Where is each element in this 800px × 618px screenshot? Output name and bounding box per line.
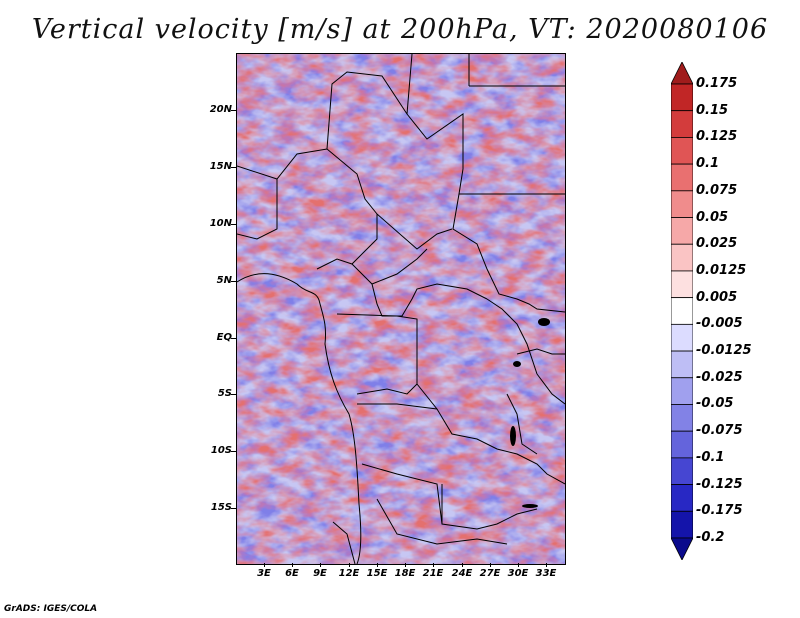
colorbar-segment	[671, 137, 693, 165]
colorbar-segment	[671, 243, 693, 272]
colorbar-segment	[671, 510, 693, 539]
lakes	[510, 318, 550, 508]
lat-label-10s: 10S	[210, 445, 232, 456]
colorbar-level-label: -0.005	[696, 316, 743, 332]
lat-tick	[231, 224, 236, 225]
lon-label-33e: 33E	[535, 568, 557, 579]
lat-tick	[231, 394, 236, 395]
lon-label-24e: 24E	[451, 568, 473, 579]
colorbar-segment	[671, 83, 693, 112]
colorbar-segment	[671, 190, 693, 218]
lat-label-15s: 15S	[210, 502, 232, 513]
colorbar-segment	[671, 457, 693, 485]
colorbar-level-label: 0.125	[696, 129, 738, 145]
lat-tick	[231, 508, 236, 509]
colorbar-segment	[671, 537, 693, 560]
colorbar-level-label: 0.025	[696, 236, 738, 252]
lon-tick	[490, 563, 491, 567]
lon-tick	[405, 563, 406, 567]
colorbar-segment	[671, 163, 693, 192]
chart-title: Vertical velocity [m/s] at 200hPa, VT: 2…	[31, 14, 769, 45]
lat-tick	[231, 281, 236, 282]
colorbar-segment	[671, 217, 693, 245]
colorbar-level-label: 0.05	[696, 209, 729, 225]
lon-tick	[292, 563, 293, 567]
lat-tick	[231, 167, 236, 168]
colorbar-level-label: -0.2	[696, 530, 725, 545]
lon-tick	[546, 563, 547, 567]
lon-tick	[264, 563, 265, 567]
colorbar-segment	[671, 110, 693, 138]
lon-label-15e: 15E	[366, 568, 388, 579]
lon-label-18e: 18E	[394, 568, 416, 579]
colorbar-segment	[671, 297, 693, 325]
lon-label-9e: 9E	[313, 568, 327, 579]
colorbar-level-label: -0.175	[696, 503, 743, 519]
lat-label-eq: EQ	[216, 332, 232, 343]
lon-tick	[377, 563, 378, 567]
colorbar-level-label: -0.125	[696, 476, 743, 492]
colorbar-level-label: -0.1	[696, 449, 725, 465]
colorbar-level-label: -0.0125	[696, 343, 752, 359]
colorbar-segment	[671, 377, 693, 405]
colorbar-segment	[671, 350, 693, 379]
lon-tick	[462, 563, 463, 567]
lat-label-10n: 10N	[209, 218, 232, 229]
map-panel	[236, 53, 566, 565]
lat-tick	[231, 451, 236, 452]
lon-tick	[518, 563, 519, 567]
colorbar-level-label: -0.025	[696, 369, 743, 385]
lon-label-3e: 3E	[257, 568, 271, 579]
colorbar-segment	[671, 430, 693, 459]
lat-tick	[231, 110, 236, 111]
country-borders	[237, 54, 565, 564]
colorbar-segment	[671, 484, 693, 512]
lon-label-12e: 12E	[338, 568, 360, 579]
lon-label-6e: 6E	[285, 568, 299, 579]
lon-tick	[349, 563, 350, 567]
colorbar-level-label: 0.175	[696, 76, 738, 91]
colorbar-segment	[671, 270, 693, 299]
lat-label-15n: 15N	[209, 161, 232, 172]
colorbar-level-label: 0.0125	[696, 262, 747, 278]
lat-tick	[231, 338, 236, 339]
grads-credit: GrADS: IGES/COLA	[4, 604, 98, 614]
lon-label-21e: 21E	[422, 568, 444, 579]
vertical-velocity-map	[237, 54, 565, 564]
colorbar	[671, 62, 693, 560]
colorbar-level-label: 0.15	[696, 102, 729, 118]
velocity-field	[237, 54, 565, 564]
lat-label-5s: 5S	[217, 388, 232, 399]
colorbar-level-label: 0.075	[696, 182, 738, 198]
lon-label-27e: 27E	[479, 568, 501, 579]
colorbar-level-label: -0.05	[696, 396, 734, 412]
lat-label-5n: 5N	[216, 275, 232, 286]
lat-label-20n: 20N	[209, 104, 232, 115]
colorbar-segment	[671, 323, 693, 352]
lon-tick	[320, 563, 321, 567]
lon-label-30e: 30E	[507, 568, 529, 579]
colorbar-segment	[671, 62, 693, 85]
colorbar-level-label: 0.1	[696, 156, 720, 172]
colorbar-level-label: 0.005	[696, 289, 738, 305]
colorbar-level-label: -0.075	[696, 423, 743, 439]
lon-tick	[433, 563, 434, 567]
colorbar-segment	[671, 404, 693, 432]
